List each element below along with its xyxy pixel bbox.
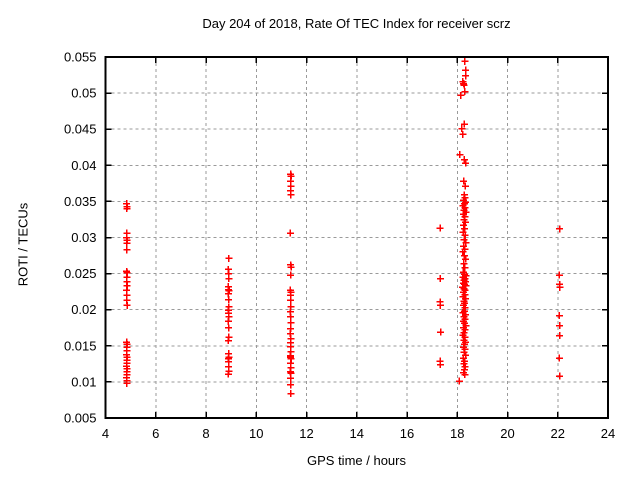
- y-tick-label: 0.045: [64, 122, 97, 137]
- x-tick-label: 16: [400, 426, 414, 441]
- x-tick-label: 10: [249, 426, 263, 441]
- y-tick-label: 0.055: [64, 50, 97, 65]
- y-tick-label: 0.05: [71, 86, 96, 101]
- gridlines: [105, 57, 608, 418]
- x-tick-label: 20: [500, 426, 514, 441]
- x-tick-label: 4: [102, 426, 109, 441]
- x-tick-label: 24: [601, 426, 615, 441]
- y-tick-labels: 0.005 0.01 0.015 0.02 0.025 0.03 0.035 0.04 0.04…: [64, 50, 97, 426]
- y-tick-label: 0.015: [64, 338, 97, 353]
- y-tick-label: 0.025: [64, 266, 97, 281]
- x-tick-label: 6: [152, 426, 159, 441]
- y-tick-label: 0.01: [71, 374, 96, 389]
- x-tick-label: 14: [350, 426, 364, 441]
- y-tick-label: 0.005: [64, 411, 97, 426]
- x-tick-label: 8: [202, 426, 209, 441]
- x-tick-label: 18: [450, 426, 464, 441]
- y-tick-label: 0.02: [71, 302, 96, 317]
- chart-title: Day 204 of 2018, Rate Of TEC Index for r…: [202, 16, 511, 31]
- x-tick-labels: 4 6 8 10 12 14 16 18 20 22 24: [102, 426, 615, 441]
- x-tick-label: 22: [551, 426, 565, 441]
- y-tick-label: 0.035: [64, 194, 97, 209]
- y-tick-label: 0.04: [71, 158, 96, 173]
- data-points: [123, 57, 564, 397]
- x-tick-label: 12: [299, 426, 313, 441]
- y-tick-label: 0.03: [71, 230, 96, 245]
- tick-marks: [104, 56, 609, 419]
- x-axis-label: GPS time / hours: [307, 453, 406, 468]
